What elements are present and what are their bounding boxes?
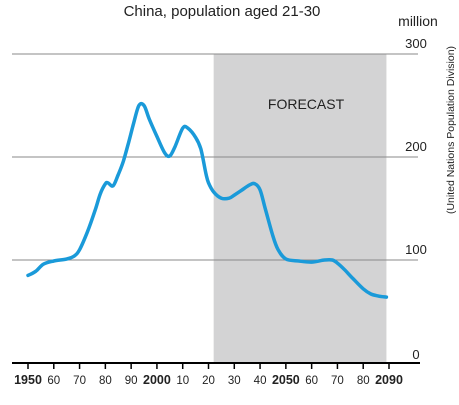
- source-note: (United Nations Population Division): [445, 46, 457, 214]
- x-tick-label-1960: 60: [47, 375, 60, 387]
- y-tick-label-100: 100: [405, 242, 427, 257]
- x-tick-label-2040: 40: [254, 375, 267, 387]
- x-tick-label-2010: 10: [176, 375, 189, 387]
- chart-title: China, population aged 21-30: [124, 3, 321, 20]
- forecast-label: FORECAST: [268, 96, 345, 112]
- unit-label: million: [398, 13, 438, 29]
- y-tick-label-0: 0: [412, 347, 419, 362]
- x-tick-label-1980: 80: [99, 375, 112, 387]
- forecast-region: [213, 54, 387, 363]
- y-tick-label-200: 200: [405, 139, 427, 154]
- x-tick-label-1950: 1950: [14, 373, 42, 387]
- y-tick-label-300: 300: [405, 36, 427, 51]
- x-tick-label-2060: 60: [305, 375, 318, 387]
- grid-lines: [12, 53, 418, 261]
- population-series-line: [26, 101, 389, 299]
- x-tick-label-2080: 80: [357, 375, 370, 387]
- x-tick-label-2050: 2050: [272, 373, 300, 387]
- x-tick-label-2000: 2000: [143, 373, 171, 387]
- x-tick-label-2070: 70: [331, 375, 344, 387]
- x-tick-label-2090: 2090: [375, 373, 403, 387]
- x-tick-label-1970: 70: [73, 375, 86, 387]
- y-axis-tick-labels: 0 100 200 300: [405, 36, 427, 362]
- x-tick-label-2020: 20: [202, 375, 215, 387]
- x-tick-label-2030: 30: [228, 375, 241, 387]
- x-axis-ticks: 1950 60 70 80 90 2000 10 20 30 40 2050 60 70 80 2090: [14, 363, 403, 387]
- x-tick-label-1990: 90: [125, 375, 138, 387]
